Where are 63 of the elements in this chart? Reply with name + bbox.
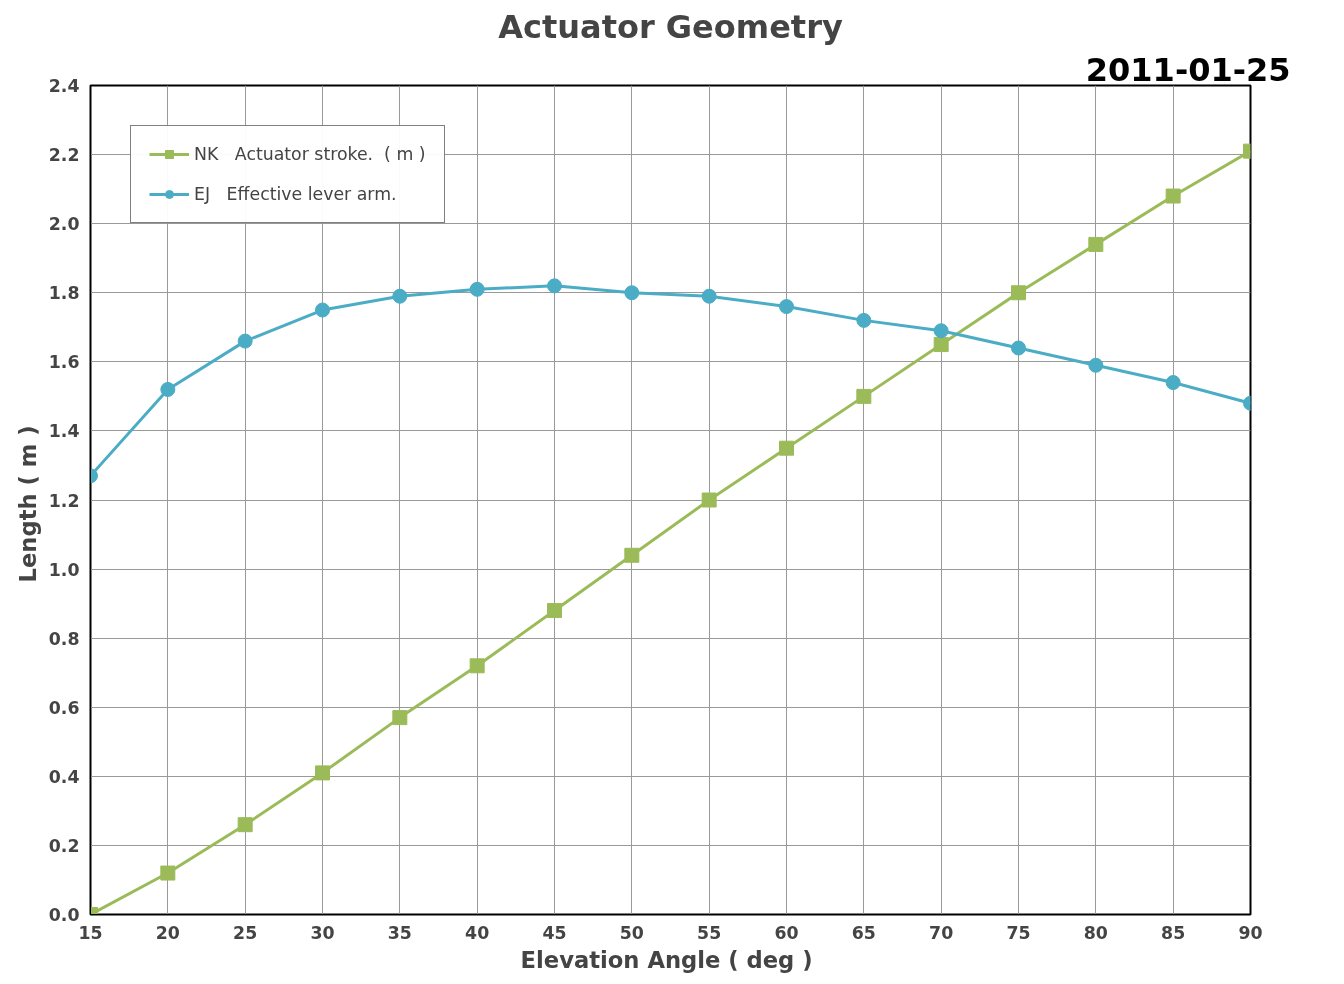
point xyxy=(933,337,949,353)
point xyxy=(701,492,717,508)
point xyxy=(1011,285,1026,301)
point xyxy=(547,603,562,619)
y-tick-label: 2.2 xyxy=(48,145,80,166)
chart-title: Actuator Geometry xyxy=(498,7,843,46)
y-tick-label: 0.6 xyxy=(48,697,80,718)
x-tick-label: 15 xyxy=(78,922,103,943)
point xyxy=(1165,375,1181,391)
y-tick-label: 0.0 xyxy=(48,905,80,925)
x-tick-label: 90 xyxy=(1238,922,1263,943)
point xyxy=(779,299,794,315)
x-tick-label: 50 xyxy=(619,922,644,943)
x-tick-label: 75 xyxy=(1006,922,1031,943)
annotation: 2011-01-25 xyxy=(1085,50,1291,89)
x-tick-label: 25 xyxy=(233,922,258,943)
point xyxy=(1088,236,1104,252)
point xyxy=(856,312,872,328)
point xyxy=(469,281,485,297)
point xyxy=(315,302,330,318)
y-tick-label: 2.0 xyxy=(48,214,80,235)
legend-label: NK Actuator stroke. ( m ) xyxy=(194,144,426,164)
point xyxy=(469,658,485,674)
point xyxy=(701,288,717,304)
point xyxy=(1011,340,1026,356)
x-tick-label: 55 xyxy=(697,922,722,943)
y-tick-label: 1.6 xyxy=(48,352,80,373)
point xyxy=(779,440,794,456)
y-tick-label: 1.4 xyxy=(48,421,80,442)
point xyxy=(933,323,949,339)
x-axis-title: Elevation Angle ( deg ) xyxy=(520,946,813,973)
point xyxy=(160,381,176,397)
point xyxy=(856,388,872,404)
y-tick-label: 2.4 xyxy=(48,76,80,96)
y-tick-label: 1.2 xyxy=(48,490,80,511)
x-tick-label: 65 xyxy=(851,922,876,943)
y-tick-label: 0.4 xyxy=(48,766,80,787)
point xyxy=(1165,188,1181,204)
legend-label: EJ Effective lever arm. xyxy=(194,184,397,204)
point xyxy=(624,547,640,563)
y-tick-label: 0.8 xyxy=(48,628,80,649)
point xyxy=(315,765,330,781)
x-tick-label: 60 xyxy=(774,922,799,943)
x-tick-label: 30 xyxy=(310,922,335,943)
x-tick-label: 40 xyxy=(465,922,490,943)
x-tick-label: 70 xyxy=(929,922,954,943)
y-axis-title: Length ( m ) xyxy=(14,425,41,583)
y-tick-label: 0.2 xyxy=(48,835,80,856)
x-tick-label: 35 xyxy=(387,922,412,943)
point xyxy=(160,865,176,881)
y-tick-label: 1.0 xyxy=(48,559,80,580)
point xyxy=(392,710,408,726)
y-tick-label: 1.8 xyxy=(48,283,80,304)
x-tick-label: 85 xyxy=(1161,922,1186,943)
point xyxy=(237,333,253,349)
point xyxy=(1088,357,1104,373)
point xyxy=(237,817,253,833)
x-tick-label: 45 xyxy=(542,922,567,943)
x-tick-label: 20 xyxy=(155,922,180,943)
point xyxy=(547,278,562,294)
x-tick-label: 80 xyxy=(1083,922,1108,943)
point xyxy=(392,288,408,304)
point xyxy=(624,285,640,301)
